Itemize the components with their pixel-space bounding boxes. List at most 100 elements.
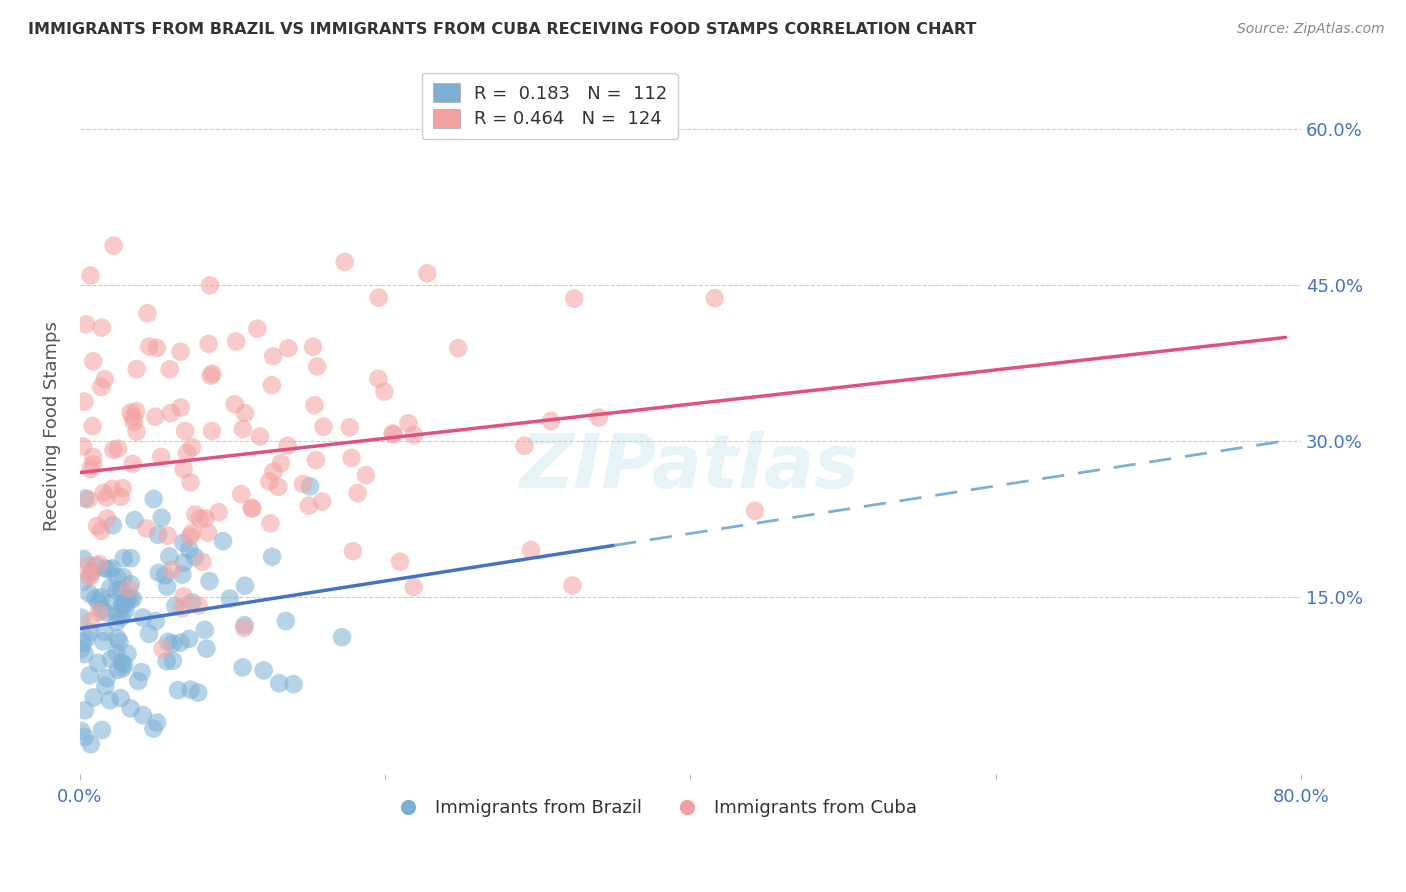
Point	[112, 570, 135, 584]
Point	[197, 336, 219, 351]
Text: IMMIGRANTS FROM BRAZIL VS IMMIGRANTS FROM CUBA RECEIVING FOOD STAMPS CORRELATION: IMMIGRANTS FROM BRAZIL VS IMMIGRANTS FRO…	[28, 22, 977, 37]
Point	[562, 292, 585, 306]
Point	[169, 344, 191, 359]
Point	[120, 591, 142, 606]
Point	[195, 641, 218, 656]
Point	[101, 561, 124, 575]
Point	[201, 367, 224, 381]
Point	[111, 661, 134, 675]
Point	[159, 406, 181, 420]
Point	[311, 494, 333, 508]
Text: ZIPatlas: ZIPatlas	[520, 431, 860, 504]
Point	[142, 722, 165, 736]
Point	[291, 477, 314, 491]
Point	[274, 614, 297, 628]
Point	[120, 701, 142, 715]
Point	[184, 508, 207, 522]
Point	[112, 657, 135, 672]
Point	[111, 598, 134, 612]
Point	[103, 238, 125, 252]
Point	[305, 453, 328, 467]
Point	[94, 372, 117, 386]
Point	[127, 674, 149, 689]
Point	[170, 601, 193, 615]
Point	[91, 602, 114, 616]
Legend: Immigrants from Brazil, Immigrants from Cuba: Immigrants from Brazil, Immigrants from …	[382, 792, 925, 824]
Point	[100, 652, 122, 666]
Point	[367, 291, 389, 305]
Point	[233, 579, 256, 593]
Point	[269, 676, 291, 690]
Point	[73, 703, 96, 717]
Point	[120, 406, 142, 420]
Point	[179, 542, 201, 557]
Point	[398, 416, 420, 430]
Point	[232, 660, 254, 674]
Point	[112, 551, 135, 566]
Point	[416, 266, 439, 280]
Point	[170, 401, 193, 415]
Point	[79, 268, 101, 283]
Point	[122, 415, 145, 429]
Point	[79, 625, 101, 640]
Point	[340, 450, 363, 465]
Y-axis label: Receiving Food Stamps: Receiving Food Stamps	[44, 321, 60, 531]
Point	[110, 610, 132, 624]
Point	[114, 599, 136, 613]
Point	[94, 606, 117, 620]
Point	[75, 318, 97, 332]
Point	[165, 599, 187, 614]
Point	[198, 574, 221, 588]
Point	[188, 511, 211, 525]
Point	[208, 505, 231, 519]
Point	[232, 422, 254, 436]
Point	[82, 419, 104, 434]
Point	[180, 682, 202, 697]
Point	[382, 427, 405, 442]
Point	[83, 690, 105, 705]
Point	[73, 394, 96, 409]
Point	[367, 372, 389, 386]
Point	[105, 615, 128, 629]
Point	[224, 397, 246, 411]
Point	[262, 549, 284, 564]
Point	[167, 683, 190, 698]
Point	[73, 647, 96, 661]
Point	[80, 737, 103, 751]
Point	[240, 501, 263, 516]
Point	[179, 632, 201, 646]
Point	[179, 529, 201, 543]
Point	[145, 614, 167, 628]
Point	[73, 730, 96, 744]
Point	[200, 368, 222, 383]
Point	[159, 362, 181, 376]
Point	[97, 562, 120, 576]
Point	[96, 511, 118, 525]
Point	[173, 590, 195, 604]
Point	[218, 591, 240, 606]
Point	[110, 490, 132, 504]
Point	[122, 410, 145, 425]
Point	[402, 428, 425, 442]
Point	[96, 491, 118, 505]
Point	[152, 641, 174, 656]
Point	[73, 574, 96, 589]
Point	[184, 549, 207, 564]
Point	[172, 567, 194, 582]
Point	[98, 693, 121, 707]
Point	[108, 635, 131, 649]
Point	[267, 480, 290, 494]
Point	[89, 605, 111, 619]
Point	[120, 577, 142, 591]
Point	[233, 618, 256, 632]
Point	[115, 593, 138, 607]
Point	[136, 306, 159, 320]
Point	[131, 665, 153, 679]
Point	[70, 723, 93, 738]
Point	[540, 414, 562, 428]
Point	[180, 475, 202, 490]
Point	[121, 457, 143, 471]
Text: Source: ZipAtlas.com: Source: ZipAtlas.com	[1237, 22, 1385, 37]
Point	[100, 595, 122, 609]
Point	[117, 591, 139, 606]
